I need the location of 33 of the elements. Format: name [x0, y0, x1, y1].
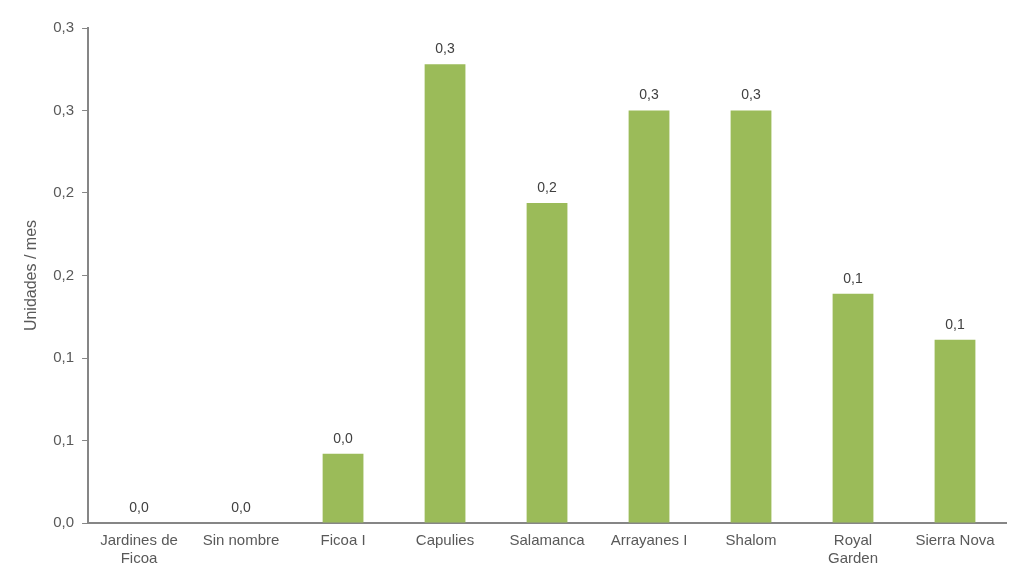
x-tick-label: Jardines de Ficoa	[100, 531, 178, 567]
bar	[526, 202, 568, 523]
data-label: 0,3	[741, 86, 761, 103]
x-tick-label: Royal Garden	[827, 531, 879, 567]
x-tick-label: Salamanca	[509, 531, 586, 549]
data-label: 0,1	[945, 315, 965, 332]
bar	[934, 339, 976, 523]
x-tick-label: Arrayanes I	[610, 531, 688, 549]
y-tick-label: 0,2	[53, 183, 75, 201]
x-tick-label: Sin nombre	[202, 531, 280, 549]
data-label: 0,0	[231, 498, 251, 515]
bar	[730, 110, 772, 523]
data-label: 0,0	[129, 498, 149, 515]
data-label: 0,1	[843, 269, 863, 286]
y-tick-label: 0,0	[53, 513, 75, 531]
y-tick-label: 0,3	[53, 18, 75, 36]
bar	[424, 64, 466, 523]
data-label: 0,2	[537, 178, 557, 195]
data-label: 0,3	[639, 86, 659, 103]
bar	[628, 110, 670, 523]
y-tick-label: 0,3	[53, 100, 75, 118]
bar	[322, 453, 364, 523]
x-tick-label: Shalom	[725, 531, 777, 549]
x-tick-label: Capulies	[415, 531, 475, 549]
y-axis-title: Unidades / mes	[22, 219, 40, 332]
data-label: 0,3	[435, 40, 455, 57]
y-tick-label: 0,1	[53, 430, 75, 448]
bar	[832, 293, 874, 523]
y-tick-label: 0,1	[53, 348, 75, 366]
x-tick-label: Ficoa I	[320, 531, 366, 549]
y-tick-label: 0,2	[53, 265, 75, 283]
data-label: 0,0	[333, 429, 353, 446]
x-tick-label: Sierra Nova	[915, 531, 996, 549]
